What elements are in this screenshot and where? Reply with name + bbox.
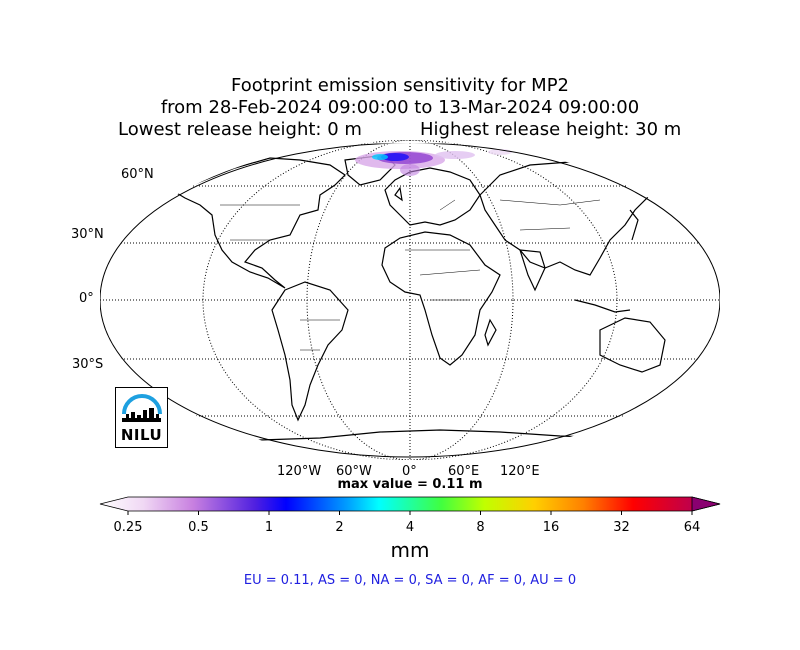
colorbar-tick-label: 2 <box>335 520 344 535</box>
footprint-plume <box>355 149 512 176</box>
colorbar-tick-label: 4 <box>405 520 415 535</box>
lon-label-0: 0° <box>402 464 417 479</box>
region-values: EU = 0.11, AS = 0, NA = 0, SA = 0, AF = … <box>243 573 577 588</box>
colorbar-tick-label: 64 <box>683 520 701 535</box>
nilu-logo-icon <box>122 394 162 422</box>
max-value-label: max value = 0.11 m <box>337 477 483 492</box>
lon-label-60w: 60°W <box>336 464 372 479</box>
colorbar-tick-label: 0.5 <box>188 520 209 535</box>
lat-label-0: 0° <box>79 291 94 306</box>
lat-label-30s: 30°S <box>72 357 104 372</box>
lon-label-120e: 120°E <box>500 464 540 479</box>
colorbar-bar <box>99 496 721 512</box>
nilu-logo: NILU <box>115 387 168 448</box>
lat-label-30n: 30°N <box>71 227 104 242</box>
longitude-gridlines <box>202 140 618 460</box>
country-borders <box>220 199 601 351</box>
plot-title-line2: from 28-Feb-2024 09:00:00 to 13-Mar-2024… <box>160 97 640 118</box>
highest-release-height: Highest release height: 30 m <box>420 119 682 140</box>
colorbar-unit: mm <box>390 538 430 562</box>
lowest-release-height: Lowest release height: 0 m <box>118 119 362 140</box>
lon-label-60e: 60°E <box>448 464 480 479</box>
colorbar-tick-label: 32 <box>613 520 630 535</box>
colorbar-tick-label: 1 <box>264 520 274 535</box>
lon-label-120w: 120°W <box>277 464 322 479</box>
nilu-logo-text: NILU <box>120 426 163 444</box>
colorbar-tick-label: 8 <box>476 520 485 535</box>
map-boundary <box>100 143 720 458</box>
colorbar-tick-label: 0.25 <box>113 520 143 535</box>
plot-title-line1: Footprint emission sensitivity for MP2 <box>230 75 569 96</box>
colorbar-tick-label: 16 <box>542 520 560 535</box>
lat-label-60n: 60°N <box>121 167 154 182</box>
